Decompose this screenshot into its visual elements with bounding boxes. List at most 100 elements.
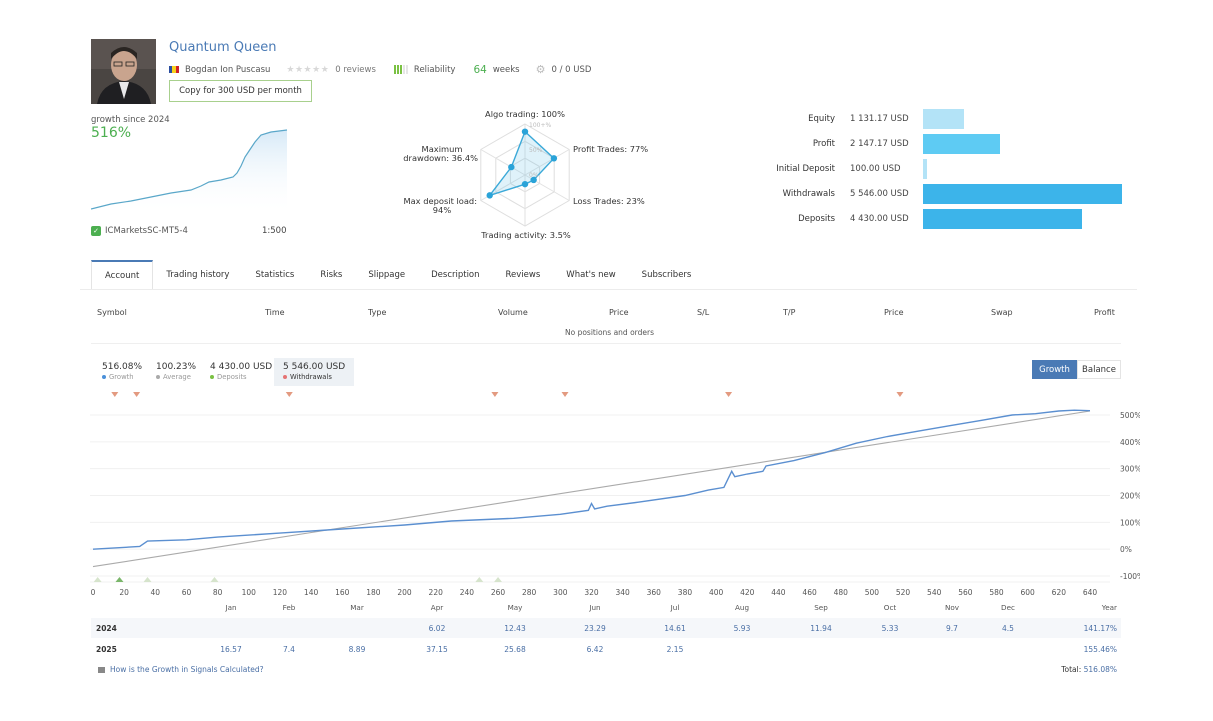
month-growth-value[interactable]: 4.5 (1002, 624, 1014, 633)
legend-dot-icon (210, 375, 214, 379)
tab-reviews[interactable]: Reviews (505, 270, 541, 280)
withdrawal-marker-icon[interactable] (561, 392, 569, 397)
month-growth-value[interactable]: 5.33 (881, 624, 899, 633)
month-header: Jul (670, 603, 680, 612)
x-tick-label: 560 (958, 588, 973, 597)
withdrawal-marker-icon[interactable] (285, 392, 293, 397)
legend-label: Withdrawals (290, 373, 332, 381)
month-growth-value[interactable]: 23.29 (584, 624, 606, 633)
month-growth-value[interactable]: 11.94 (810, 624, 832, 633)
legend-label-row: Deposits (210, 373, 272, 381)
withdrawal-marker-icon[interactable] (725, 392, 733, 397)
radar-label-loss: Loss Trades: 23% (573, 196, 645, 206)
weeks-value: 64 (473, 63, 487, 76)
author-name[interactable]: Bogdan Ion Puscasu (185, 64, 271, 75)
withdrawal-marker-icon[interactable] (111, 392, 119, 397)
x-tick-label: 360 (647, 588, 662, 597)
y-tick-label: 500% (1120, 411, 1140, 420)
radar-spoke (524, 149, 570, 176)
monthly-table-header: Jan Feb Mar Apr May Jun Jul Aug Sep Oct Nov Dec Year (91, 603, 1121, 615)
year-row: 2024 6.02 12.43 23.29 14.61 5.93 11.94 5.33 9.7 4… (91, 618, 1121, 638)
tab-account[interactable]: Account (91, 260, 154, 290)
month-header: Jan (225, 603, 237, 612)
financial-value: 2 147.17 USD (850, 139, 909, 149)
financial-bar (923, 159, 927, 179)
radar-spoke (480, 149, 526, 176)
month-growth-value[interactable]: 16.57 (220, 645, 242, 654)
growth-help-link[interactable]: How is the Growth in Signals Calculated? (98, 665, 264, 674)
legend-label: Growth (109, 373, 134, 381)
x-tick-label: 540 (927, 588, 942, 597)
month-growth-value[interactable]: 7.4 (283, 645, 295, 654)
month-header: Oct (883, 603, 897, 612)
y-tick-label: -100% (1120, 572, 1140, 581)
month-growth-value[interactable]: 12.43 (504, 624, 526, 633)
reliability-bars-icon (393, 65, 408, 74)
tab-risks[interactable]: Risks (320, 270, 343, 280)
legend-dot-icon (102, 375, 106, 379)
x-tick-label: 600 (1021, 588, 1036, 597)
signal-meta: Bogdan Ion Puscasu ★★★★★ 0 reviews Relia… (169, 63, 591, 76)
deposit-marker-icon[interactable] (115, 577, 124, 582)
financial-row: Profit 2 147.17 USD (760, 134, 1001, 154)
subscribers-funds: 0 / 0 USD (551, 64, 592, 75)
deposit-marker-icon[interactable] (143, 577, 152, 582)
deposit-marker-icon[interactable] (93, 577, 102, 582)
month-header: Sep (814, 603, 828, 612)
growth-value: 516% (91, 125, 132, 141)
legend-average[interactable]: 100.23% Average (147, 358, 205, 386)
x-tick-label: 140 (304, 588, 319, 597)
deposit-marker-icon[interactable] (475, 577, 484, 582)
deposit-marker-icon[interactable] (210, 577, 219, 582)
month-growth-value[interactable]: 8.89 (348, 645, 366, 654)
reviews-count[interactable]: 0 reviews (335, 64, 376, 75)
month-growth-value[interactable]: 6.42 (586, 645, 604, 654)
month-growth-value[interactable]: 6.02 (428, 624, 446, 633)
x-tick-label: 40 (151, 588, 161, 597)
month-growth-value[interactable]: 25.68 (504, 645, 526, 654)
legend-growth[interactable]: 516.08% Growth (93, 358, 151, 386)
y-tick-label: 100% (1120, 518, 1140, 527)
month-growth-value[interactable]: 37.15 (426, 645, 448, 654)
growth-help-text[interactable]: How is the Growth in Signals Calculated? (110, 665, 264, 674)
total-label: Total: (1061, 665, 1082, 674)
month-growth-value[interactable]: 2.15 (666, 645, 684, 654)
copy-signal-button[interactable]: Copy for 300 USD per month (169, 80, 312, 102)
column-header: Volume (498, 308, 528, 317)
month-growth-value[interactable]: 14.61 (664, 624, 686, 633)
legend-deposits[interactable]: 4 430.00 USD Deposits (201, 358, 281, 386)
tab-what-s-new[interactable]: What's new (566, 270, 616, 280)
deposit-marker-icon[interactable] (494, 577, 503, 582)
column-header: Price (884, 308, 904, 317)
withdrawal-marker-icon[interactable] (491, 392, 499, 397)
tab-subscribers[interactable]: Subscribers (641, 270, 692, 280)
tab-trading-history[interactable]: Trading history (166, 270, 230, 280)
month-growth-value[interactable]: 9.7 (946, 624, 958, 633)
withdrawal-marker-icon[interactable] (133, 392, 141, 397)
radar-label-algo: Algo trading: 100% (485, 109, 565, 119)
tab-statistics[interactable]: Statistics (255, 270, 295, 280)
radar-point (521, 128, 529, 135)
signal-title[interactable]: Quantum Queen (169, 40, 277, 55)
x-tick-label: 640 (1083, 588, 1098, 597)
book-icon (98, 666, 105, 673)
tab-description[interactable]: Description (431, 270, 480, 280)
balance-chart-button[interactable]: Balance (1077, 360, 1121, 379)
author-avatar[interactable] (91, 39, 156, 104)
financial-row: Initial Deposit 100.00 USD (760, 159, 927, 179)
month-header: Feb (282, 603, 296, 612)
financial-bar (923, 209, 1082, 229)
legend-withdrawals[interactable]: 5 546.00 USD Withdrawals (274, 358, 355, 386)
total-growth: Total: 516.08% (1000, 665, 1117, 674)
month-growth-value[interactable]: 5.93 (733, 624, 751, 633)
tab-slippage[interactable]: Slippage (368, 270, 406, 280)
withdrawal-marker-icon[interactable] (896, 392, 904, 397)
year-row: 2025 16.57 7.4 8.89 37.15 25.68 6.42 2.15 155.46… (91, 639, 1121, 659)
positions-table-header: Symbol Time Type Volume Price S/L T/P Price Swap… (91, 308, 1117, 320)
broker-server[interactable]: ICMarketsSC-MT5-4 (105, 226, 188, 236)
legend-value: 4 430.00 USD (210, 362, 273, 372)
legend-value: 516.08% (102, 362, 143, 372)
legend-value: 100.23% (156, 362, 197, 372)
verified-shield-icon: ✓ (91, 226, 101, 236)
growth-chart-button[interactable]: Growth (1032, 360, 1077, 379)
